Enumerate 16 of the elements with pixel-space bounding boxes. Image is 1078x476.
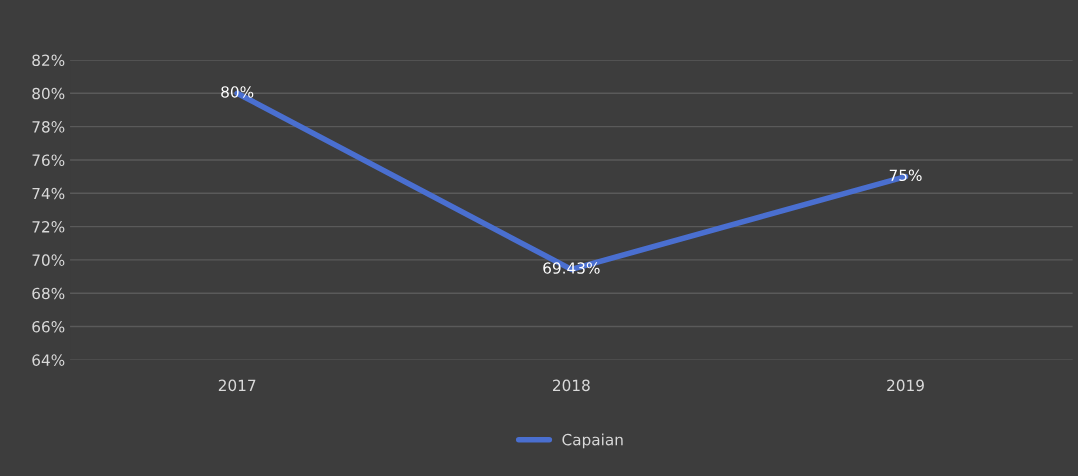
x-tick-label: 2017 xyxy=(218,379,256,392)
y-tick-label: 68% xyxy=(32,287,65,300)
y-tick-label: 72% xyxy=(32,221,65,233)
x-tick-label: 2019 xyxy=(887,379,924,392)
y-tick-label: 70% xyxy=(32,254,65,266)
y-tick-label: 74% xyxy=(32,187,65,200)
y-tick-label: 80% xyxy=(32,87,65,100)
data-label: 75% xyxy=(889,169,922,182)
y-tick-label: 82% xyxy=(32,54,65,66)
y-tick-label: 76% xyxy=(32,154,65,166)
x-tick-label: 2018 xyxy=(553,379,590,392)
y-tick-label: 66% xyxy=(32,321,65,333)
y-tick-label: 64% xyxy=(32,354,65,366)
y-tick-label: 78% xyxy=(32,121,65,133)
legend-label: Capaian xyxy=(562,433,623,449)
data-label: 80% xyxy=(221,86,254,98)
